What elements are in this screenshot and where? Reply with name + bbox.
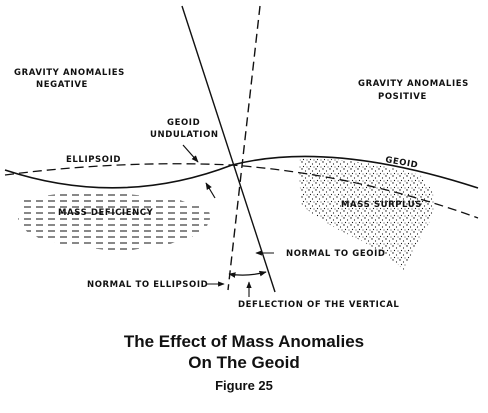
mass-deficiency-region [18, 193, 211, 250]
label-gravity-anomalies-negative-2: NEGATIVE [36, 80, 88, 90]
caption-title-line2: On The Geoid [188, 353, 299, 372]
mass-surplus-region [299, 158, 434, 270]
undulation-arrow-bottom [205, 182, 216, 199]
caption-title-line1: The Effect of Mass Anomalies [124, 332, 364, 351]
geoid-curve [4, 155, 479, 189]
normal-to-ellipsoid-line [227, 5, 261, 291]
label-gravity-anomalies-negative-1: GRAVITY ANOMALIES [14, 68, 125, 78]
deflection-arc [228, 270, 267, 278]
normal-to-geoid-line [181, 5, 276, 293]
label-normal-to-ellipsoid: NORMAL TO ELLIPSOID [87, 280, 208, 290]
label-gravity-anomalies-positive-1: GRAVITY ANOMALIES [358, 79, 469, 89]
label-ellipsoid: ELLIPSOID [66, 155, 121, 165]
undulation-arrow-top [182, 144, 199, 163]
label-mass-surplus: MASS SURPLUS [341, 200, 422, 210]
label-gravity-anomalies-positive-2: POSITIVE [378, 92, 427, 102]
label-geoid-undulation-1: GEOID [167, 118, 200, 128]
label-geoid-undulation-2: UNDULATION [150, 130, 219, 140]
label-mass-deficiency: MASS DEFICIENCY [58, 208, 154, 218]
label-normal-to-geoid: NORMAL TO GEOID [286, 249, 386, 259]
caption-figure-number: Figure 25 [215, 378, 273, 393]
label-deflection-of-vertical: DEFLECTION OF THE VERTICAL [238, 300, 399, 310]
